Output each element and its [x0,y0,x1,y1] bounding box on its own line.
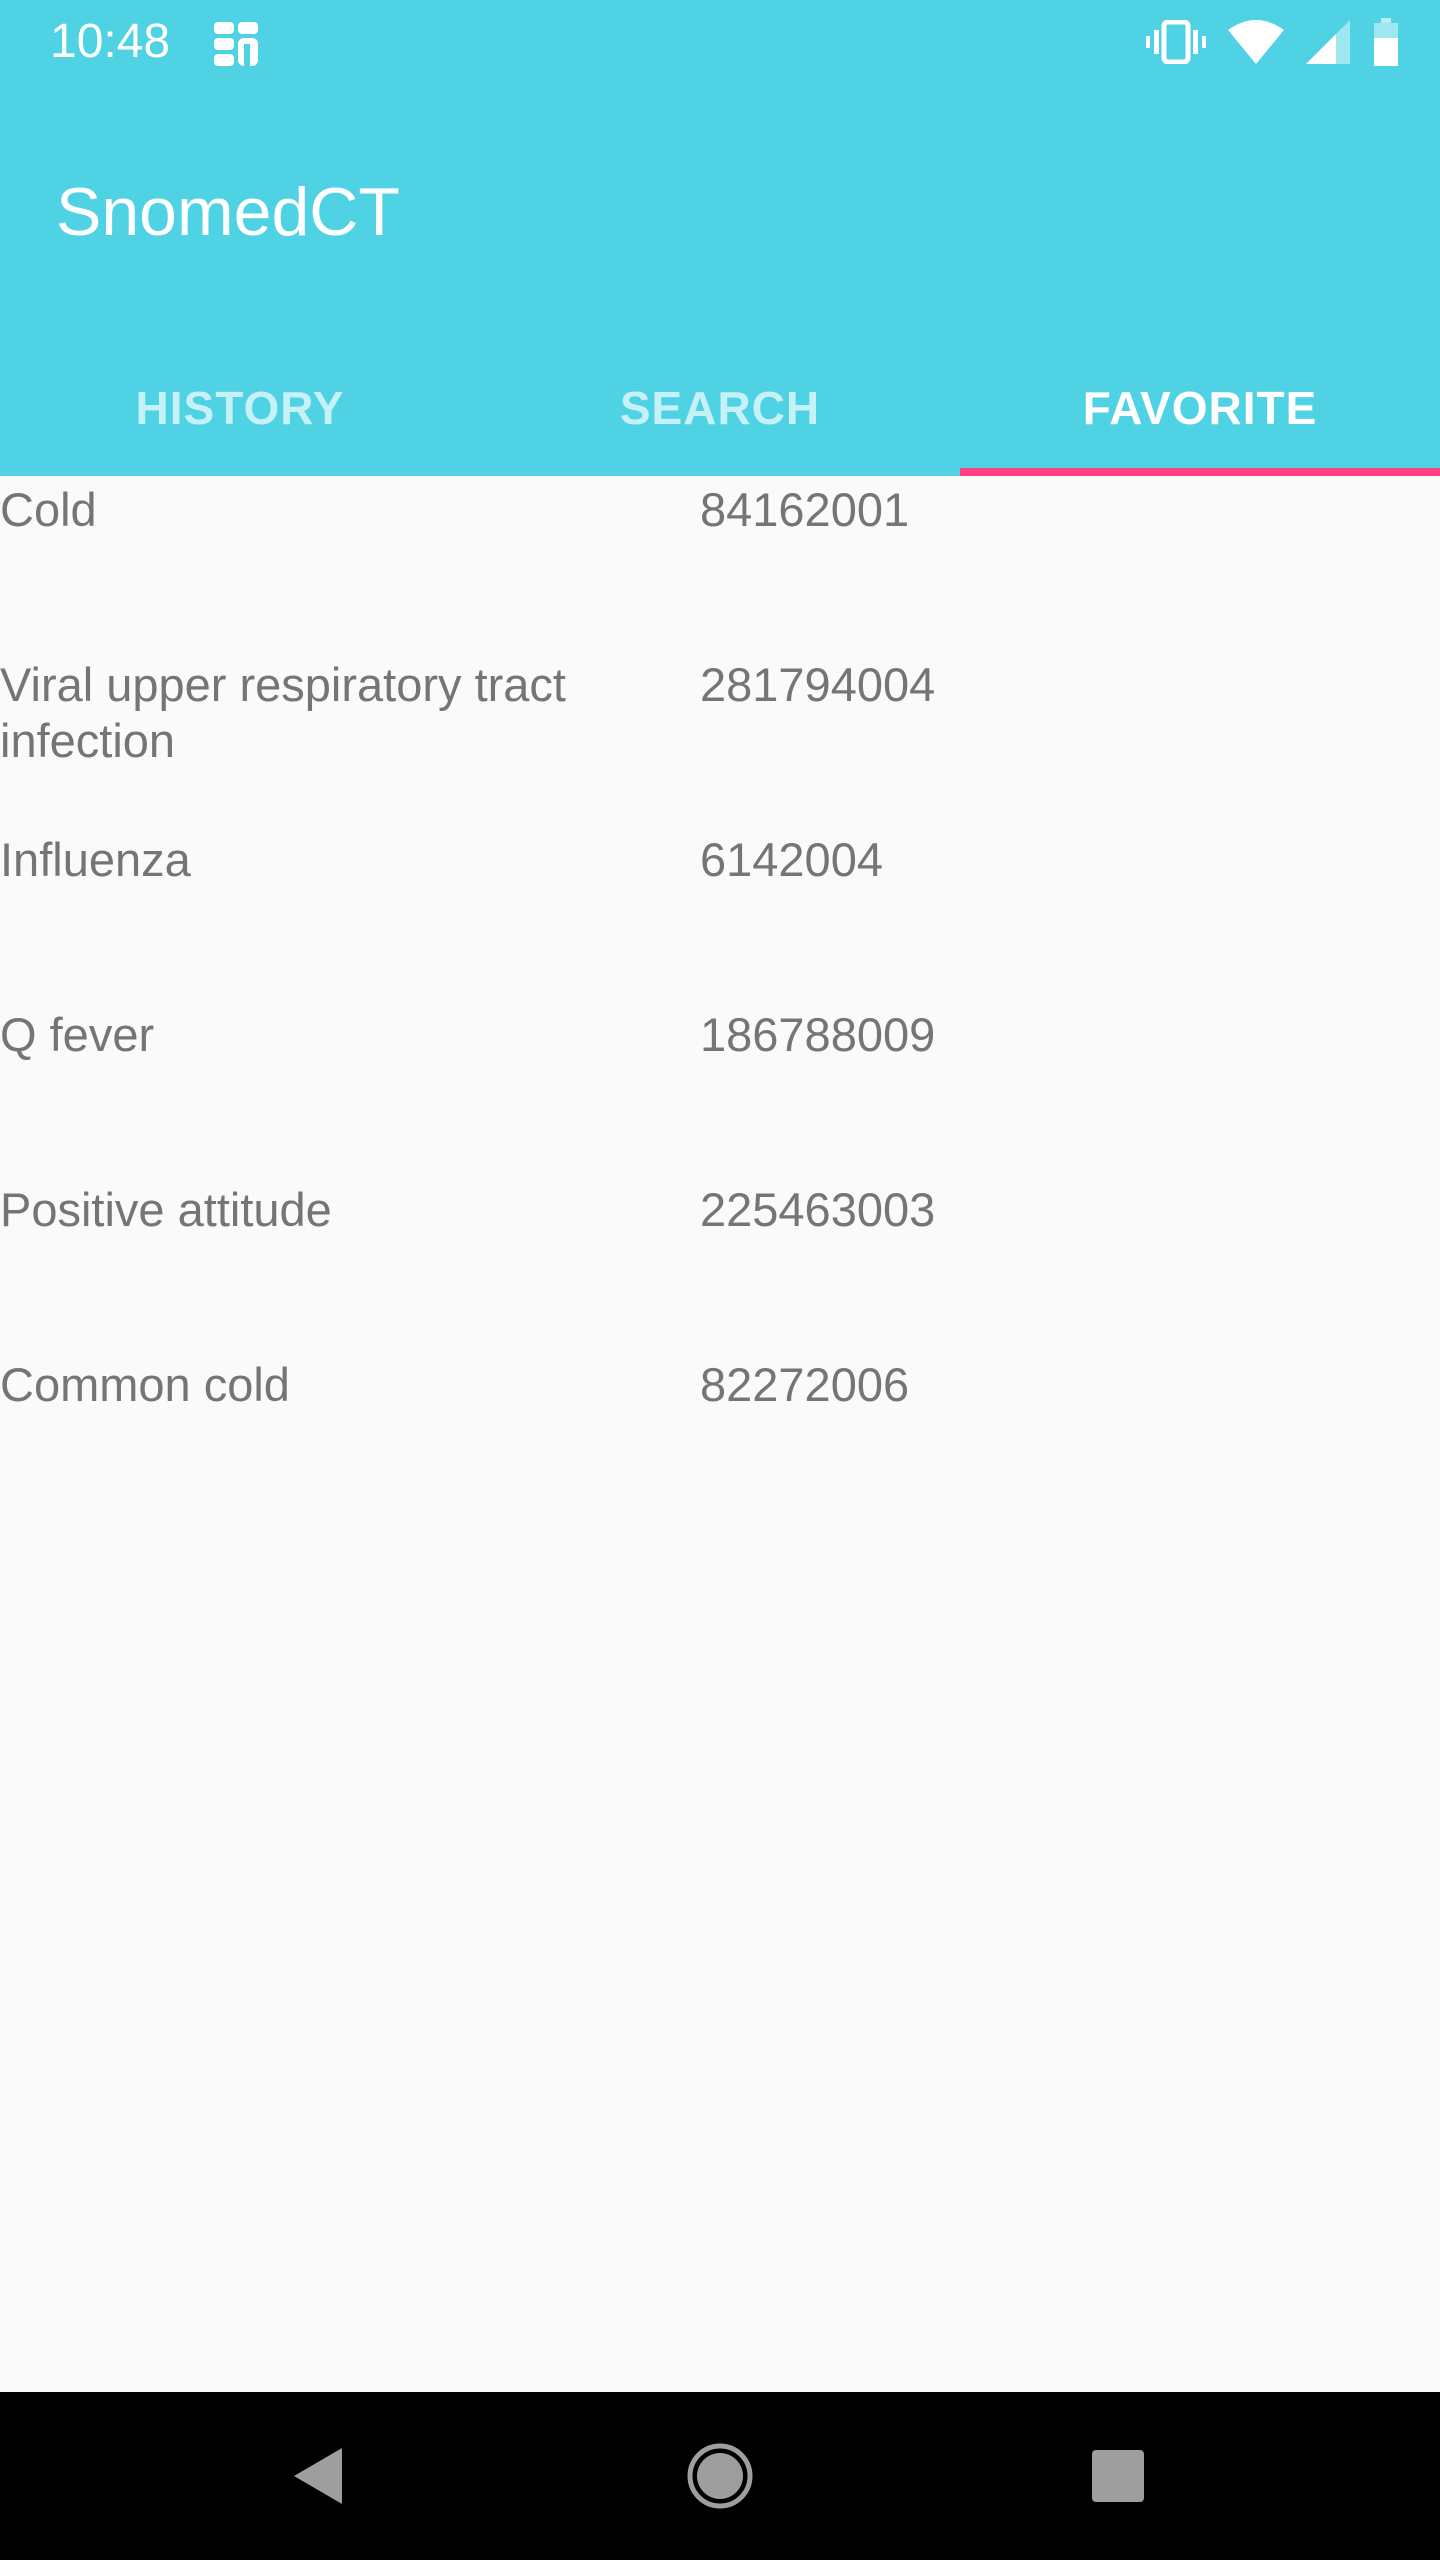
term-label: Common cold [0,1358,290,1411]
favorites-list: Cold 84162001 Viral upper respiratory tr… [0,476,1440,1526]
battery-icon [1372,17,1400,71]
wifi-icon [1228,19,1284,69]
tab-favorite[interactable]: FAVORITE [960,340,1440,476]
term-label: Influenza [0,833,191,886]
list-item[interactable]: Cold 84162001 [0,476,1440,651]
tab-search[interactable]: SEARCH [619,382,821,434]
back-icon[interactable] [268,2426,368,2526]
list-item[interactable]: Influenza 6142004 [0,826,1440,1001]
list-item[interactable]: Q fever 186788009 [0,1001,1440,1176]
status-bar: 10:48 [0,0,1440,84]
signal-icon [1306,19,1350,69]
term-label: Q fever [0,1008,155,1061]
app-bar: 10:48 [0,0,1440,476]
term-label: Viral upper respiratory tract infection [0,658,566,767]
tab-bar: HISTORY SEARCH FAVORITE [0,340,1440,476]
navigation-bar [0,2392,1440,2560]
recents-icon[interactable] [1068,2426,1168,2526]
list-item[interactable]: Positive attitude 225463003 [0,1176,1440,1351]
term-label: Positive attitude [0,1183,332,1236]
code-label: 225463003 [700,1183,936,1236]
home-icon[interactable] [670,2426,770,2526]
code-label: 6142004 [700,833,883,886]
code-label: 186788009 [700,1008,936,1061]
term-label: Cold [0,483,97,536]
status-time: 10:48 [50,15,171,68]
code-label: 84162001 [700,483,910,536]
list-item[interactable]: Viral upper respiratory tract infection … [0,651,1440,826]
app-title: SnomedCT [56,174,400,250]
code-label: 281794004 [700,658,936,711]
code-label: 82272006 [700,1358,910,1411]
notification-app-icon [210,18,262,70]
list-item[interactable]: Common cold 82272006 [0,1351,1440,1526]
tab-history[interactable]: HISTORY [135,382,345,434]
status-icons [1146,16,1400,72]
vibrate-icon [1146,19,1206,69]
